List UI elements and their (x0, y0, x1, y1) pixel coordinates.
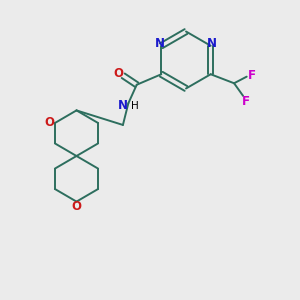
Text: O: O (71, 200, 82, 214)
Text: N: N (118, 99, 128, 112)
Text: N: N (207, 37, 217, 50)
Text: O: O (113, 67, 123, 80)
Text: F: F (248, 69, 256, 82)
Text: F: F (242, 95, 250, 108)
Text: H: H (131, 101, 139, 111)
Text: N: N (155, 37, 165, 50)
Text: O: O (44, 116, 55, 130)
